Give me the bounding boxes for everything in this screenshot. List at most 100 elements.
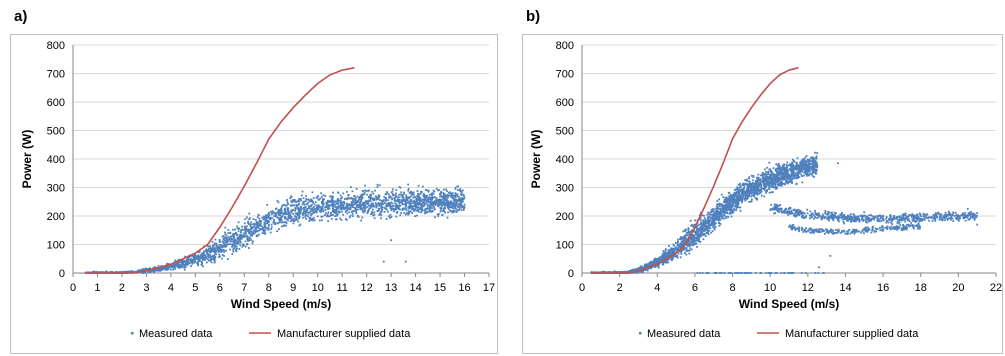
data-point [290,211,293,214]
data-point [234,249,237,252]
data-point [211,240,214,243]
data-point [722,208,725,211]
data-point [438,198,441,201]
y-tick-label: 200 [556,211,574,223]
data-point [357,206,360,209]
data-point [313,219,316,222]
data-point [757,176,760,179]
data-point [682,246,685,249]
data-point [392,194,394,197]
data-point [768,177,771,180]
data-point [790,179,793,181]
data-point [209,255,212,258]
data-point [298,200,301,203]
data-point [147,268,150,271]
data-point [799,161,802,164]
data-point [793,174,796,177]
data-point [691,244,694,247]
data-point [419,208,421,211]
data-point [327,220,330,222]
data-point [219,255,222,258]
data-point [459,193,462,196]
data-point [243,243,245,246]
data-point [142,272,144,274]
data-point [697,224,700,227]
data-point [311,199,314,202]
data-point [370,204,373,207]
data-point [816,152,819,154]
data-point [814,171,817,174]
data-point [442,192,445,194]
data-point [225,249,228,252]
data-point [294,207,297,209]
data-point [679,245,682,248]
data-point [683,252,686,255]
data-point [198,258,201,261]
data-point [800,173,803,176]
data-point [457,203,460,206]
data-point [701,228,704,231]
data-point [371,212,374,215]
data-point [270,223,273,226]
data-point [759,188,761,191]
data-point [355,187,358,190]
data-point [398,196,401,199]
data-point [307,211,310,214]
data-point [294,208,297,211]
data-point [420,211,422,214]
data-point [243,228,246,231]
data-point [181,261,184,263]
data-point [458,208,460,211]
data-point [792,171,795,174]
data-point [714,226,717,228]
data-point [337,192,340,194]
data-point [433,203,436,205]
data-point [424,211,427,214]
data-point [698,214,701,216]
data-point [700,226,702,228]
data-point [236,233,238,236]
data-point [728,201,731,204]
data-point [334,203,337,206]
data-point [391,198,393,201]
data-point [426,205,429,208]
data-point [353,203,356,206]
data-point [331,201,334,203]
data-point [463,207,466,209]
data-point [140,268,143,271]
data-point [270,213,273,216]
data-point [167,265,169,267]
data-point [696,228,698,231]
data-point [328,200,330,203]
data-point [248,236,251,239]
data-point [178,265,181,268]
data-point [299,223,302,226]
data-point [256,234,259,237]
data-point [361,195,363,197]
data-point [265,214,267,217]
data-point [437,213,440,216]
data-point [420,210,423,212]
data-point [399,208,401,211]
data-point [722,196,725,199]
data-point [153,266,156,268]
data-point [727,198,730,201]
data-point [250,221,253,224]
data-point [743,184,746,186]
data-point [381,209,384,212]
data-point [255,226,258,229]
data-point [624,270,626,273]
data-point [193,259,195,262]
data-point [283,207,286,210]
data-point [735,209,738,212]
data-point [775,176,778,179]
data-point [669,248,672,251]
data-point [235,245,238,248]
data-point [779,170,782,173]
data-point [454,192,457,195]
data-point [378,204,380,207]
data-point [710,209,713,212]
data-point [770,169,772,172]
data-point [251,226,254,229]
data-point [376,210,379,212]
